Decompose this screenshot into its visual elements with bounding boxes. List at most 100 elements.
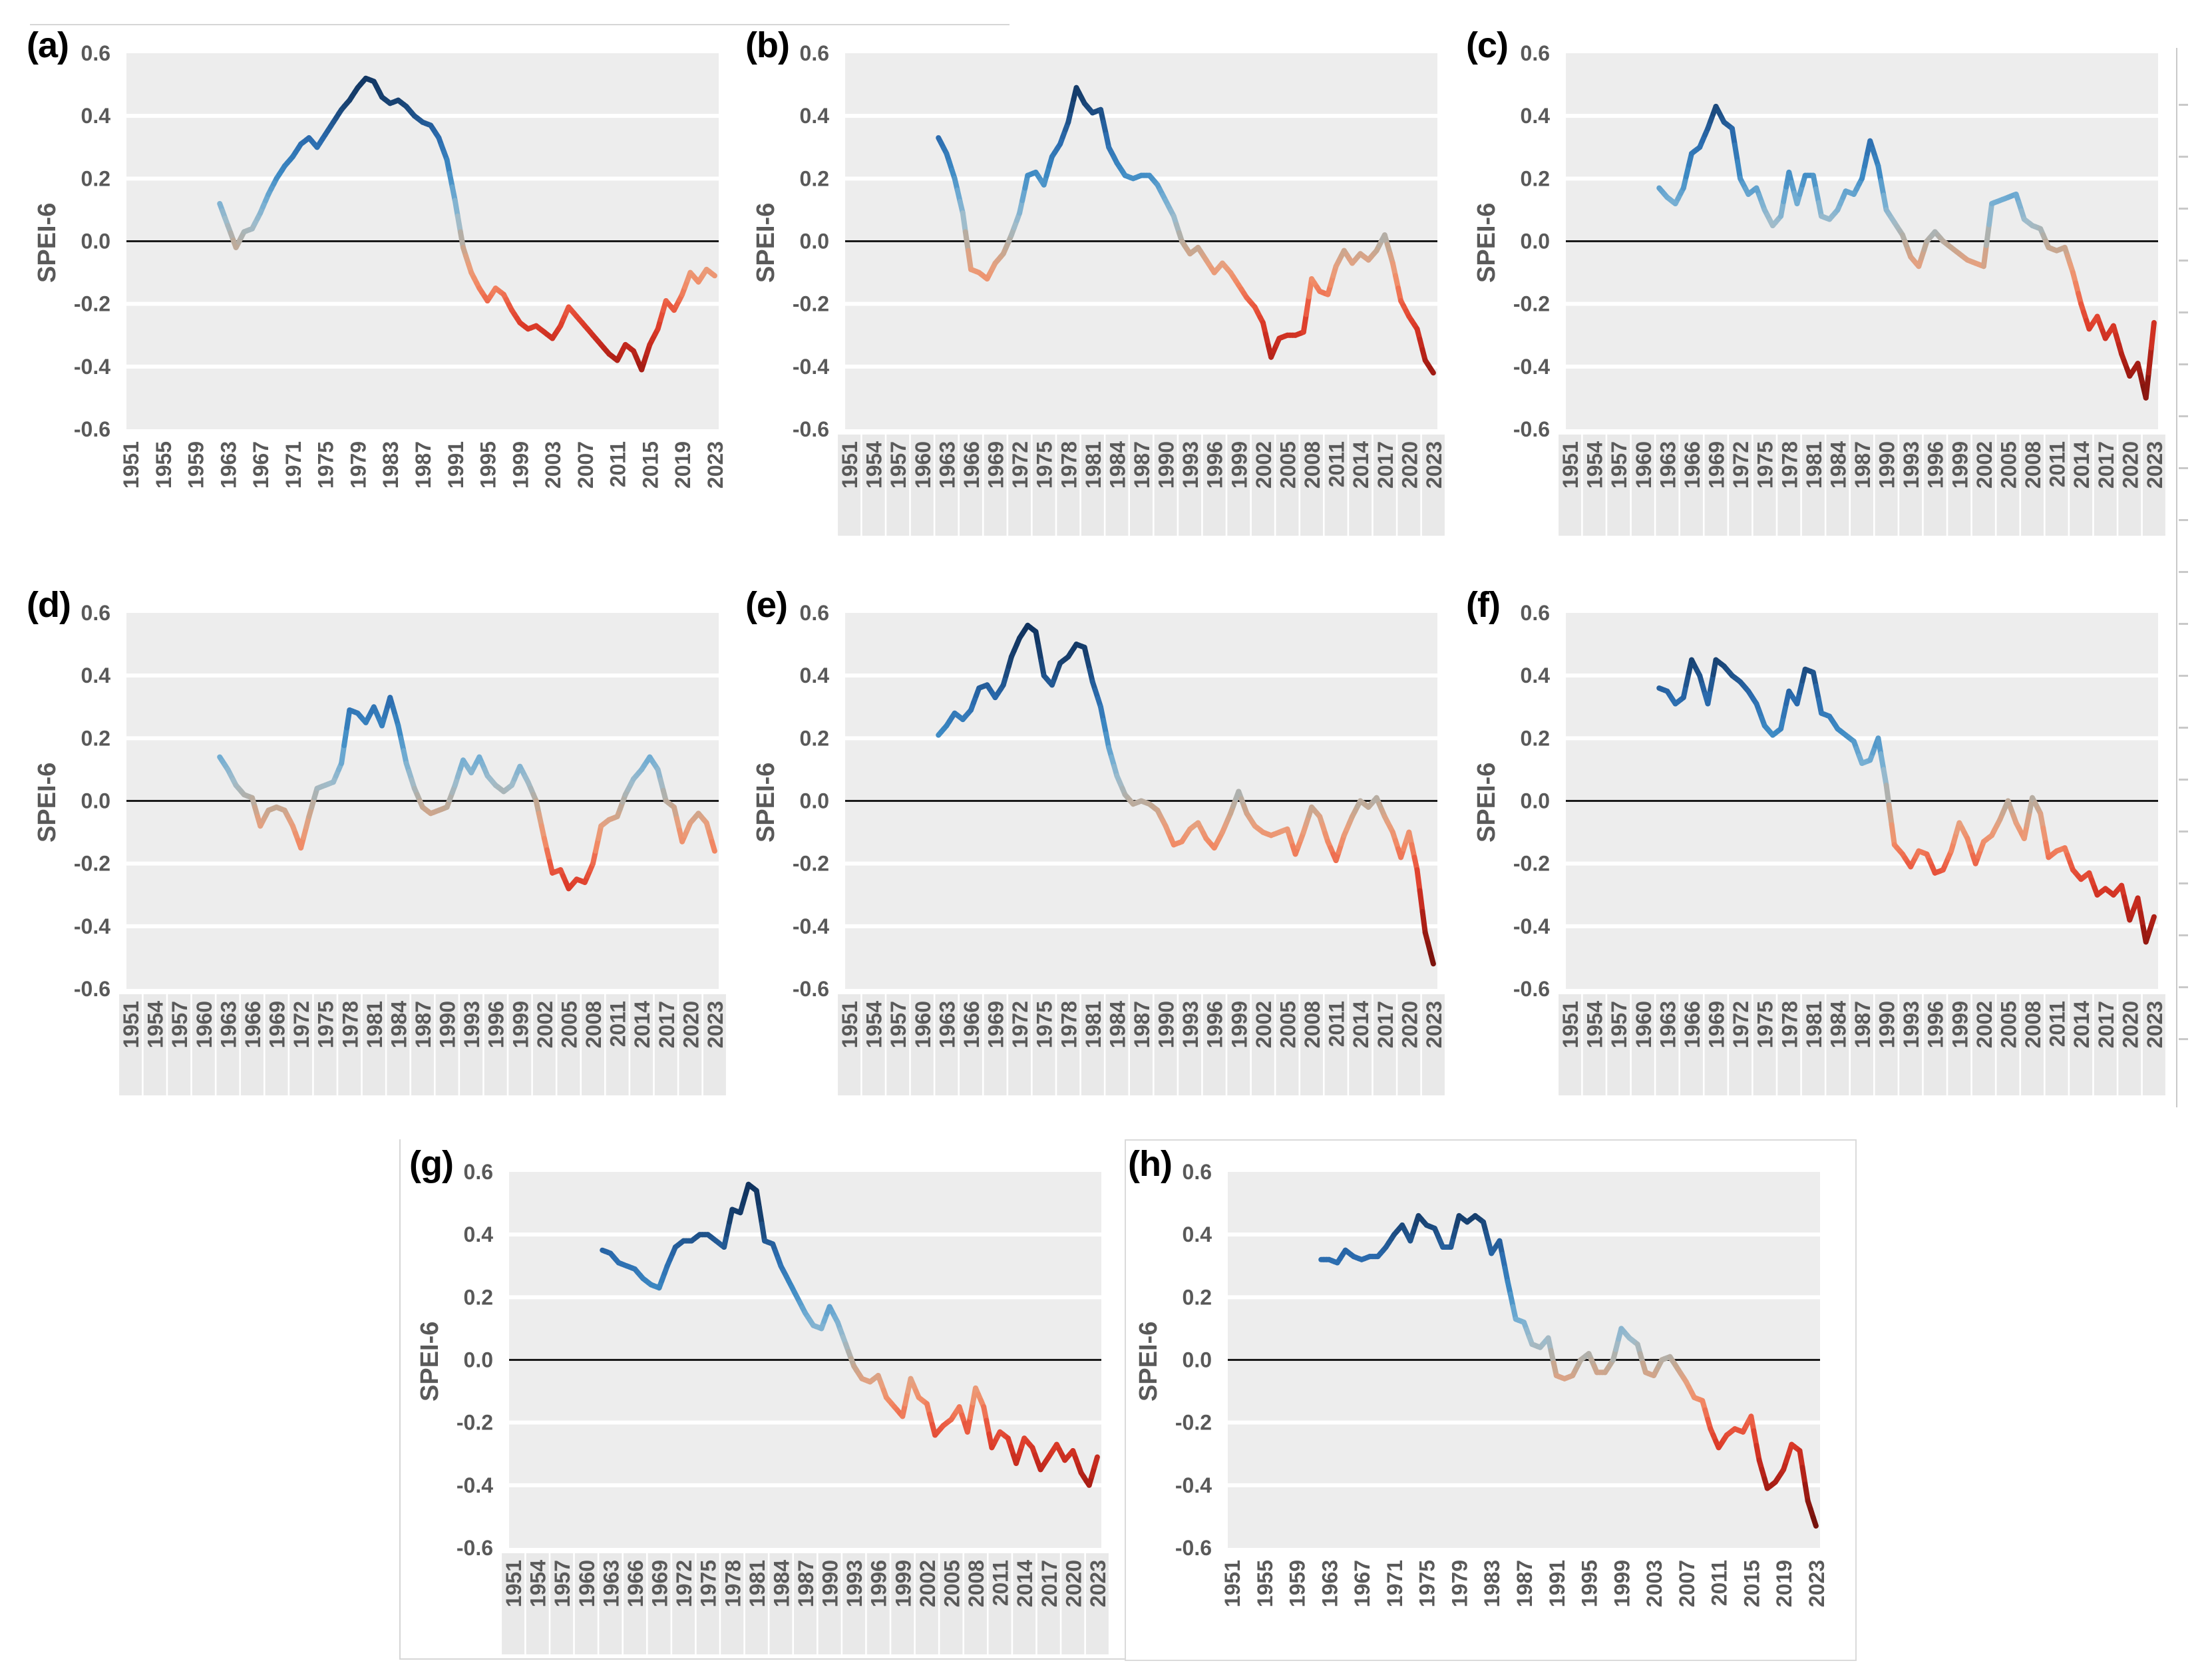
- panel-f-letter: (f): [1466, 585, 1501, 625]
- svg-text:-0.2: -0.2: [793, 292, 829, 316]
- svg-text:2002: 2002: [1972, 441, 1996, 488]
- svg-text:1951: 1951: [119, 441, 143, 488]
- svg-text:-0.6: -0.6: [793, 417, 829, 441]
- svg-text:0.4: 0.4: [81, 663, 111, 687]
- svg-text:0.6: 0.6: [81, 41, 110, 65]
- svg-text:2011: 2011: [2046, 1001, 2070, 1047]
- svg-text:1978: 1978: [1777, 1001, 1801, 1048]
- svg-text:1987: 1987: [1851, 1001, 1875, 1048]
- svg-text:1960: 1960: [911, 441, 935, 488]
- svg-text:2005: 2005: [940, 1560, 964, 1607]
- svg-text:1957: 1957: [886, 1001, 910, 1048]
- svg-text:0.4: 0.4: [81, 104, 111, 128]
- svg-text:2023: 2023: [703, 1001, 727, 1048]
- svg-text:1972: 1972: [1729, 1001, 1753, 1048]
- svg-text:-0.2: -0.2: [74, 852, 110, 876]
- svg-text:-0.6: -0.6: [74, 977, 110, 1001]
- svg-text:2023: 2023: [2143, 1001, 2167, 1048]
- svg-text:1979: 1979: [346, 441, 370, 488]
- svg-text:2008: 2008: [2021, 441, 2045, 488]
- svg-text:1991: 1991: [1545, 1560, 1569, 1607]
- svg-text:1981: 1981: [1802, 1001, 1826, 1048]
- svg-text:1987: 1987: [1130, 1001, 1154, 1048]
- svg-text:2008: 2008: [582, 1001, 606, 1048]
- svg-text:0.2: 0.2: [1521, 166, 1550, 190]
- svg-text:2008: 2008: [2021, 1001, 2045, 1048]
- svg-text:2003: 2003: [1642, 1560, 1666, 1607]
- svg-text:2020: 2020: [1397, 441, 1421, 488]
- svg-text:1990: 1990: [819, 1560, 842, 1607]
- svg-text:1972: 1972: [1008, 1001, 1032, 1048]
- svg-text:1984: 1984: [1826, 441, 1850, 488]
- svg-text:2014: 2014: [2070, 441, 2094, 488]
- svg-text:0.0: 0.0: [1521, 789, 1550, 813]
- svg-text:2023: 2023: [1805, 1560, 1829, 1607]
- svg-text:2011: 2011: [606, 441, 630, 487]
- svg-text:1993: 1993: [1899, 441, 1923, 488]
- svg-text:2017: 2017: [1037, 1560, 1061, 1607]
- svg-text:1987: 1987: [794, 1560, 818, 1607]
- svg-text:-0.4: -0.4: [1513, 355, 1550, 379]
- svg-text:2014: 2014: [1349, 1001, 1373, 1048]
- svg-text:2011: 2011: [1325, 441, 1349, 487]
- panel-g: 0.6 0.4 0.2 0.0 -0.2 -0.4 -0.6 1951 1954 1957 1960…: [409, 1135, 1115, 1668]
- svg-text:2014: 2014: [2070, 1001, 2094, 1048]
- svg-text:1975: 1975: [1033, 1001, 1057, 1048]
- svg-text:2019: 2019: [1772, 1560, 1796, 1607]
- svg-text:2005: 2005: [1276, 1001, 1300, 1048]
- panel-h-letter: (h): [1128, 1144, 1173, 1184]
- svg-text:1981: 1981: [745, 1560, 769, 1607]
- svg-text:0.4: 0.4: [800, 663, 830, 687]
- svg-text:1954: 1954: [144, 1001, 168, 1048]
- svg-text:1963: 1963: [1318, 1560, 1342, 1607]
- right-ruler-ticks: [2179, 104, 2188, 1055]
- panel-a-letter: (a): [27, 25, 69, 65]
- svg-text:0.6: 0.6: [1521, 601, 1550, 625]
- svg-text:2005: 2005: [557, 1001, 581, 1048]
- svg-text:-0.6: -0.6: [1175, 1536, 1212, 1560]
- svg-text:-0.4: -0.4: [793, 914, 829, 938]
- svg-text:0.6: 0.6: [800, 41, 829, 65]
- svg-text:-0.4: -0.4: [1513, 914, 1550, 938]
- svg-text:2015: 2015: [638, 441, 662, 488]
- svg-text:2015: 2015: [1740, 1560, 1763, 1607]
- svg-text:1951: 1951: [1559, 441, 1582, 488]
- panel-b: 0.6 0.4 0.2 0.0 -0.2 -0.4 -0.6 1951 1954 1957 1960…: [745, 17, 1451, 549]
- svg-text:1966: 1966: [960, 441, 984, 488]
- svg-text:1999: 1999: [508, 1001, 532, 1048]
- svg-text:2002: 2002: [1252, 441, 1276, 488]
- svg-text:1963: 1963: [216, 1001, 240, 1048]
- svg-text:1966: 1966: [241, 1001, 265, 1048]
- card-g-bottom-border: [399, 1658, 1126, 1660]
- svg-text:1981: 1981: [1081, 441, 1105, 488]
- svg-text:1979: 1979: [1447, 1560, 1471, 1607]
- svg-text:0.0: 0.0: [1183, 1348, 1212, 1372]
- panel-f: 0.6 0.4 0.2 0.0 -0.2 -0.4 -0.6 1951 1954 1957 1960…: [1466, 576, 2171, 1109]
- svg-text:0.0: 0.0: [800, 789, 829, 813]
- svg-text:1972: 1972: [1729, 441, 1753, 488]
- panel-c: 0.6 0.4 0.2 0.0 -0.2 -0.4 -0.6 1951 1954 1957 1960…: [1466, 17, 2171, 549]
- svg-text:2014: 2014: [630, 1001, 654, 1048]
- svg-text:1999: 1999: [1948, 1001, 1972, 1048]
- svg-text:1954: 1954: [862, 1001, 886, 1048]
- svg-text:1993: 1993: [460, 1001, 484, 1048]
- svg-text:2003: 2003: [541, 441, 565, 488]
- svg-text:0.4: 0.4: [464, 1222, 494, 1246]
- svg-text:1996: 1996: [484, 1001, 508, 1048]
- svg-text:1966: 1966: [624, 1560, 647, 1607]
- svg-text:1975: 1975: [1415, 1560, 1439, 1607]
- right-ruler-line: [2176, 48, 2177, 1107]
- card-a-top-border: [30, 24, 1010, 25]
- svg-text:1951: 1951: [838, 1001, 862, 1048]
- svg-text:1954: 1954: [1583, 1001, 1607, 1048]
- card-g-left-border: [399, 1139, 401, 1660]
- svg-text:1957: 1957: [1607, 441, 1631, 488]
- svg-text:1987: 1987: [411, 441, 435, 488]
- svg-text:1999: 1999: [1227, 441, 1251, 488]
- svg-text:1999: 1999: [1948, 441, 1972, 488]
- svg-text:1981: 1981: [363, 1001, 387, 1048]
- svg-text:1975: 1975: [314, 441, 338, 488]
- svg-text:-0.2: -0.2: [1513, 852, 1550, 876]
- svg-text:1954: 1954: [1583, 441, 1607, 488]
